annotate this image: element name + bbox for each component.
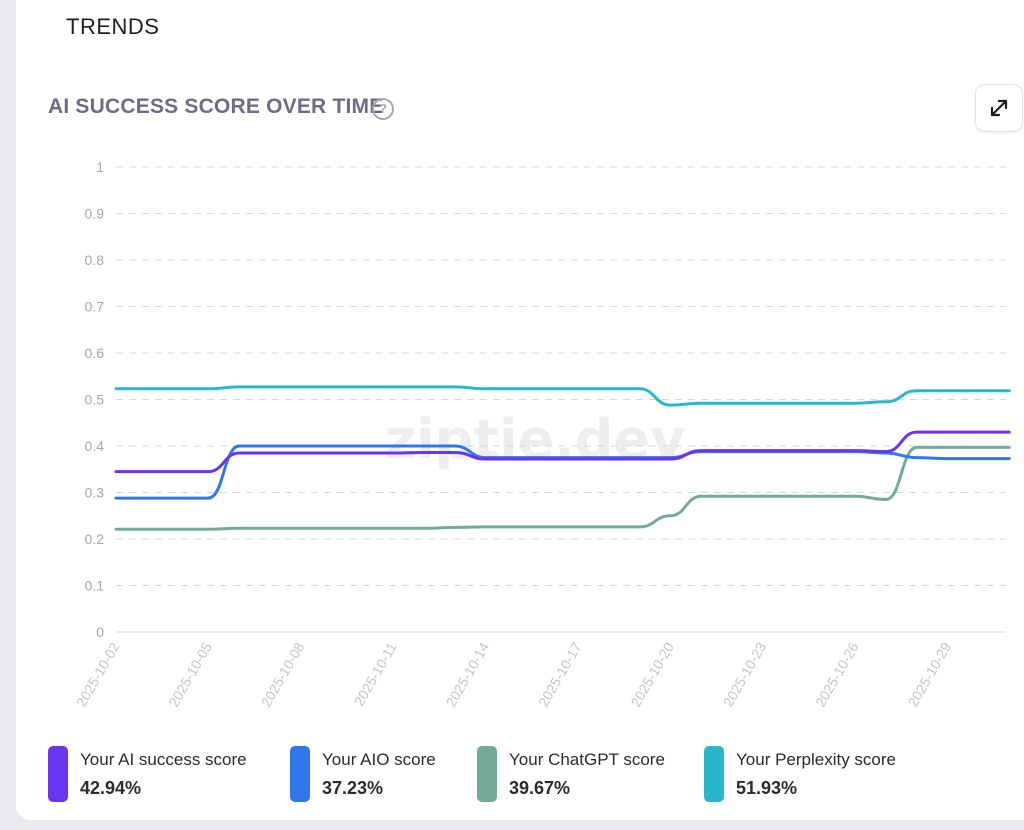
line-chart: 0 0.1 0.2 0.3 0.4 0.5 0.6 0.7 0.8 0.9 1 2025-10-02… [73,159,1011,710]
legend-value: 42.94% [80,778,142,798]
legend-swatch [477,746,497,802]
y-tick-label: 0.6 [85,345,105,361]
x-axis-ticks: 2025-10-02 2025-10-05 2025-10-08 2025-10-11… [73,639,954,709]
y-axis-ticks: 0 0.1 0.2 0.3 0.4 0.5 0.6 0.7 0.8 0.9 1 [85,159,105,640]
y-tick-label: 0.7 [85,299,105,315]
series-line-your-perplexity-score[interactable] [114,385,1011,407]
x-tick-label: 2025-10-14 [443,639,493,709]
series-line-your-chatgpt-score[interactable] [114,445,1011,531]
legend-value: 51.93% [736,778,798,798]
y-tick-label: 0.3 [85,485,105,501]
legend-swatch [704,746,724,802]
x-tick-label: 2025-10-23 [720,639,770,709]
x-tick-label: 2025-10-26 [812,639,862,709]
chart-title: AI SUCCESS SCORE OVER TIME [48,95,384,118]
question-circle-icon[interactable]: ? [372,98,394,120]
y-tick-label: 0 [96,624,104,640]
x-tick-label: 2025-10-02 [73,639,123,709]
x-tick-label: 2025-10-05 [165,639,215,709]
legend-label: Your ChatGPT score [509,750,665,769]
legend-swatch [48,746,68,802]
x-tick-label: 2025-10-08 [258,639,308,709]
x-tick-label: 2025-10-11 [351,639,400,708]
legend-label: Your Perplexity score [736,750,897,769]
trends-card [16,0,1024,820]
y-tick-label: 0.1 [85,578,105,594]
watermark-logo: ziptie.dev [385,408,686,471]
legend-value: 37.23% [322,778,384,798]
expand-chart-button[interactable] [975,84,1023,132]
y-tick-label: 1 [96,159,104,175]
y-tick-label: 0.2 [85,531,105,547]
legend-label: Your AIO score [322,750,436,769]
y-tick-label: 0.8 [85,252,105,268]
legend-value: 39.67% [509,778,571,798]
legend-swatch [290,746,310,802]
x-tick-label: 2025-10-17 [535,639,585,709]
legend-label: Your AI success score [80,750,247,769]
x-tick-label: 2025-10-20 [627,639,677,709]
grid [116,166,1006,633]
y-tick-label: 0.5 [85,392,105,408]
series-lines [114,385,1011,531]
expand-arrows-icon [990,99,1008,117]
y-tick-label: 0.4 [85,438,105,454]
x-tick-label: 2025-10-29 [905,639,955,709]
series-line-your-ai-success-score[interactable] [114,430,1011,474]
y-tick-label: 0.9 [85,206,105,222]
section-title: TRENDS [66,14,160,39]
